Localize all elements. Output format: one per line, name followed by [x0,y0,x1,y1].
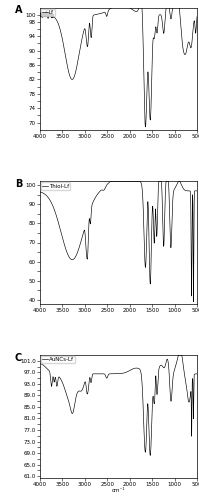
Text: A: A [15,5,22,15]
X-axis label: cm⁻¹: cm⁻¹ [112,488,125,493]
Text: B: B [15,179,22,189]
Text: C: C [15,352,22,362]
Legend: Thiol-Lf: Thiol-Lf [41,182,70,190]
Legend: AuNCs-Lf: AuNCs-Lf [41,356,75,364]
Legend: Lf: Lf [41,8,55,16]
